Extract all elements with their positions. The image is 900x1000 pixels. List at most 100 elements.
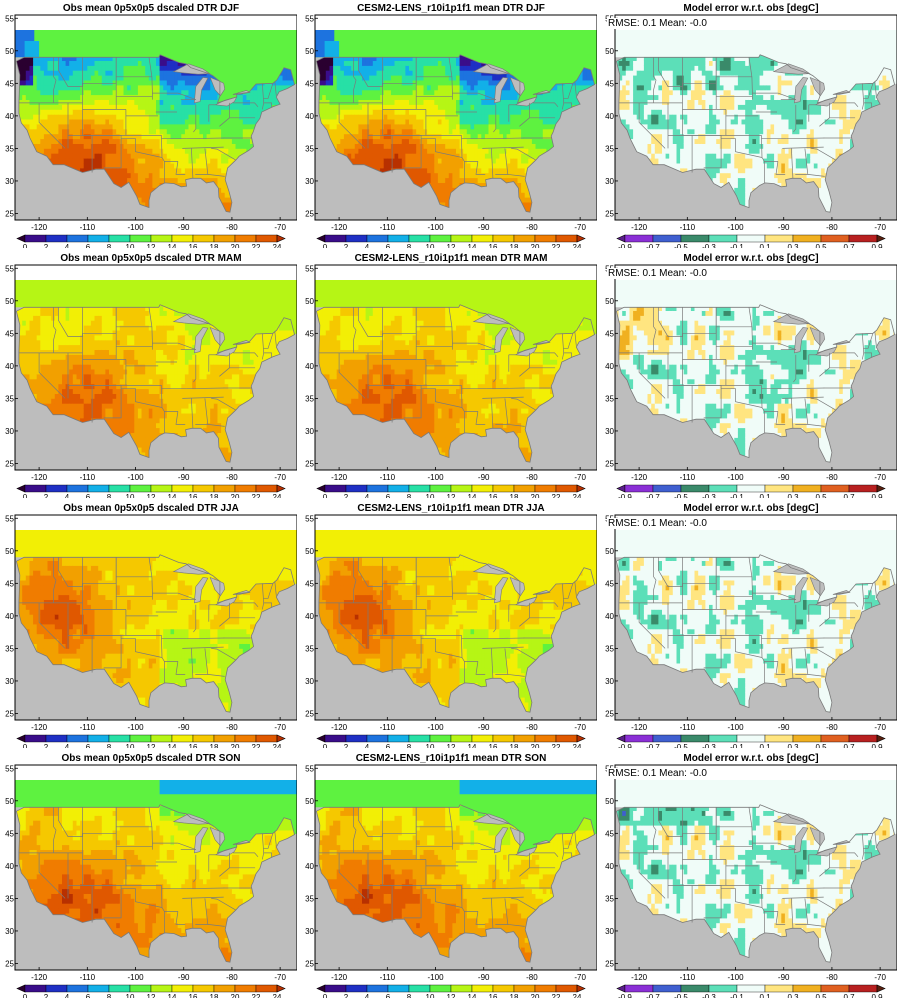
- lat-tick-label: 45: [305, 329, 314, 338]
- lat-tick-label: 25: [605, 459, 614, 468]
- colorbar-label: 0.3: [787, 743, 799, 748]
- colorbar-swatch: [192, 484, 215, 493]
- lat-tick-label: 35: [605, 644, 614, 653]
- colorbar-swatch: [555, 484, 578, 493]
- lat-tick-label: 55: [305, 14, 314, 23]
- colorbar-swatch: [108, 734, 131, 743]
- great-lake-0: [772, 63, 811, 75]
- lon-tick-label: -120: [31, 723, 48, 732]
- map-panel-djf-model: 25 30 35 40 45 50 55 -120 -110 -100 -90 -80 -70 0 2 4 6 8…: [305, 0, 597, 248]
- lon-tick-label: -80: [226, 473, 238, 482]
- colorbar-swatch: [736, 234, 766, 243]
- colorbar-label: 12: [147, 993, 156, 998]
- country-outline: [15, 304, 296, 463]
- lon-tick-label: -110: [680, 723, 696, 732]
- colorbar-swatch: [366, 234, 389, 243]
- lon-tick-label: -70: [274, 223, 286, 232]
- colorbar-swatch: [234, 984, 257, 993]
- map-frame: [14, 764, 297, 971]
- colorbar-label: 0.5: [815, 743, 827, 748]
- state-boundaries: [18, 307, 277, 433]
- colorbar-label: 10: [426, 993, 435, 998]
- lon-tick-label: -100: [728, 473, 745, 482]
- colorbar-swatch: [680, 984, 710, 993]
- colorbar-swatch: [366, 734, 389, 743]
- colorbar-swatch: [708, 984, 738, 993]
- colorbar-label: -0.9: [618, 243, 632, 248]
- colorbar-label: 12: [147, 493, 156, 498]
- lon-tick-label: -70: [274, 723, 286, 732]
- mexico-region: [15, 664, 149, 720]
- colorbar-swatch: [324, 734, 347, 743]
- colorbar-swatch: [820, 734, 850, 743]
- colorbar-label: 16: [189, 743, 198, 748]
- colorbar-swatch: [736, 984, 766, 993]
- map-panel-djf-obs: 25 30 35 40 45 50 55 -120 -110 -100 -90 -80 -70 0 2 4 6 8…: [5, 0, 297, 248]
- colorbar-label: 0.7: [843, 493, 855, 498]
- lat-tick-label: 50: [305, 797, 314, 806]
- lon-tick-label: -120: [631, 473, 648, 482]
- colorbar-label: 16: [189, 243, 198, 248]
- colorbar-label: 16: [489, 243, 498, 248]
- colorbar-under-triangle: [316, 484, 326, 493]
- lat-tick-label: 30: [605, 927, 614, 936]
- lon-tick-label: -70: [874, 473, 886, 482]
- colorbar-swatch: [513, 984, 536, 993]
- lon-tick-label: -90: [478, 973, 490, 982]
- lon-tick-label: -120: [31, 473, 48, 482]
- colorbar-label: -0.1: [730, 993, 744, 998]
- colorbar-label: -0.3: [702, 993, 716, 998]
- colorbar-label: 12: [147, 743, 156, 748]
- colorbar-swatch: [366, 484, 389, 493]
- colorbar-under-triangle: [16, 984, 26, 993]
- colorbar: 0 2 4 6 8 10 12 14 16 18 20 22 24: [316, 734, 586, 748]
- colorbar-swatch: [87, 234, 110, 243]
- country-outline: [15, 54, 296, 213]
- colorbar-under-triangle: [316, 734, 326, 743]
- lon-tick-label: -90: [178, 973, 190, 982]
- colorbar-swatch: [471, 484, 494, 493]
- colorbar-label: 20: [231, 743, 240, 748]
- colorbar-label: -0.7: [646, 493, 660, 498]
- colorbar-swatch: [450, 734, 473, 743]
- colorbar-swatch: [213, 234, 236, 243]
- colorbar-label: 10: [126, 993, 135, 998]
- great-lake-0: [172, 313, 211, 325]
- colorbar-swatch: [450, 984, 473, 993]
- colorbar-label: 0.9: [871, 243, 883, 248]
- colorbar-label: 22: [552, 993, 561, 998]
- map-panel-mam-obs: 25 30 35 40 45 50 55 -120 -110 -100 -90 -80 -70 0 2 4 6 8…: [5, 250, 297, 498]
- map-frame: [314, 764, 597, 971]
- map-panel-djf-error: 25303540455055-120-110-100-90-80-70-0.9-…: [605, 0, 897, 248]
- colorbar-label: 6: [386, 243, 391, 248]
- lon-tick-label: -110: [680, 223, 696, 232]
- map-panel-jja-obs: 25 30 35 40 45 50 55 -120 -110 -100 -90 -80 -70 0 2 4 6 8…: [5, 500, 297, 748]
- map-canvas: 25303540455055-120-110-100-90-80-70-0.9-…: [605, 514, 897, 748]
- lat-tick-label: 35: [605, 144, 614, 153]
- colorbar-swatch: [534, 734, 557, 743]
- colorbar-label: 22: [552, 743, 561, 748]
- colorbar-label: 12: [147, 243, 156, 248]
- colorbar-label: -0.1: [730, 493, 744, 498]
- colorbar-label: 22: [252, 743, 261, 748]
- colorbar-under-triangle: [616, 484, 626, 493]
- colorbar: -0.9 -0.7 -0.5 -0.3 -0.1 0.1 0.3 0.5 0.7 0.9: [616, 984, 886, 998]
- colorbar-swatch: [555, 734, 578, 743]
- lon-tick-label: -100: [728, 223, 745, 232]
- lat-tick-label: 25: [5, 709, 14, 718]
- lat-tick-label: 30: [605, 427, 614, 436]
- colorbar-swatch: [108, 984, 131, 993]
- lat-tick-label: 50: [305, 547, 314, 556]
- lat-tick-label: 50: [605, 797, 614, 806]
- colorbar-label: 2: [344, 993, 349, 998]
- great-lake-1: [493, 827, 509, 854]
- country-outline: [315, 54, 596, 213]
- lat-tick-label: 30: [5, 177, 14, 186]
- colorbar-label: -0.7: [646, 243, 660, 248]
- colorbar-swatch: [87, 984, 110, 993]
- lat-tick-label: 30: [605, 177, 614, 186]
- lon-tick-label: -100: [128, 723, 145, 732]
- lon-tick-label: -120: [631, 973, 648, 982]
